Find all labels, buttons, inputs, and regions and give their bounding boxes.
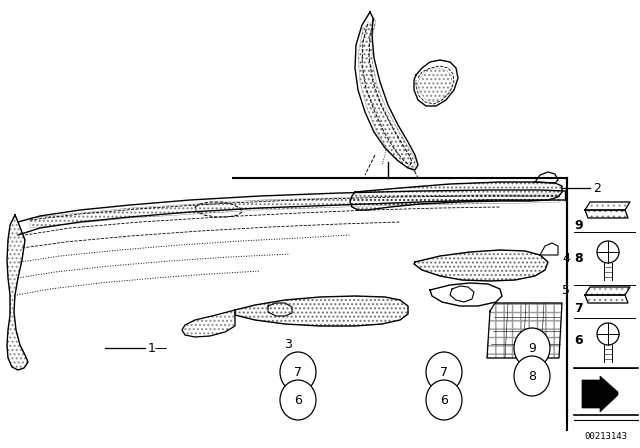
Text: 6: 6	[440, 393, 448, 406]
Text: 5: 5	[562, 284, 570, 297]
Polygon shape	[582, 376, 618, 412]
Text: 1—: 1—	[148, 341, 168, 354]
Text: 7: 7	[574, 302, 583, 314]
Text: 2: 2	[593, 181, 601, 194]
Ellipse shape	[280, 380, 316, 420]
Text: 00213143: 00213143	[584, 432, 627, 441]
Ellipse shape	[514, 356, 550, 396]
Text: 6: 6	[574, 333, 582, 346]
Ellipse shape	[280, 352, 316, 392]
Text: 6: 6	[294, 393, 302, 406]
Text: 7: 7	[440, 366, 448, 379]
Text: 8: 8	[528, 370, 536, 383]
Text: 9: 9	[528, 341, 536, 354]
Ellipse shape	[426, 380, 462, 420]
Text: 3: 3	[284, 338, 292, 351]
Text: 8: 8	[574, 251, 582, 264]
Text: 7: 7	[294, 366, 302, 379]
Ellipse shape	[426, 352, 462, 392]
Text: 4: 4	[562, 251, 570, 264]
Text: 9: 9	[574, 219, 582, 232]
Ellipse shape	[514, 328, 550, 368]
